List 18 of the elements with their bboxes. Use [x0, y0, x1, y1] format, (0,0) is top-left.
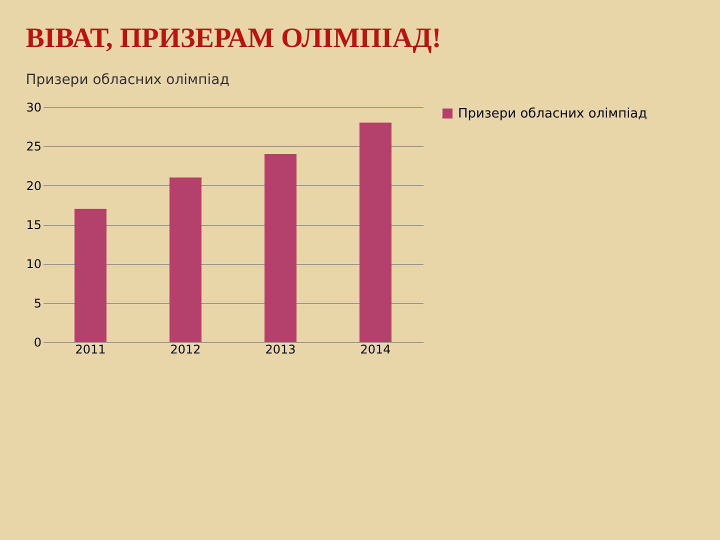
bar	[360, 122, 392, 342]
y-tick-label: 10	[26, 257, 42, 272]
y-tick-label: 20	[26, 178, 42, 193]
x-tick-label: 2014	[360, 342, 391, 356]
y-tick-label: 25	[26, 140, 42, 154]
x-tick-label: 2012	[170, 342, 201, 356]
y-tick-label: 0	[34, 336, 42, 350]
y-tick-label: 15	[26, 218, 42, 232]
bar	[74, 208, 106, 342]
x-tick-label: 2013	[265, 342, 296, 356]
chart-subtitle: Призери обласних олімпіад	[26, 72, 230, 88]
chart-title: ВІВАТ, ПРИЗЕРАМ ОЛІМПІАД!	[26, 23, 442, 54]
y-tick-label: 30	[26, 100, 42, 114]
x-tick-label: 2011	[75, 342, 106, 356]
y-tick-label: 5	[34, 296, 42, 310]
bar	[170, 178, 202, 342]
legend-label: Призери обласних олімпіад	[458, 106, 648, 122]
bar	[264, 154, 296, 342]
